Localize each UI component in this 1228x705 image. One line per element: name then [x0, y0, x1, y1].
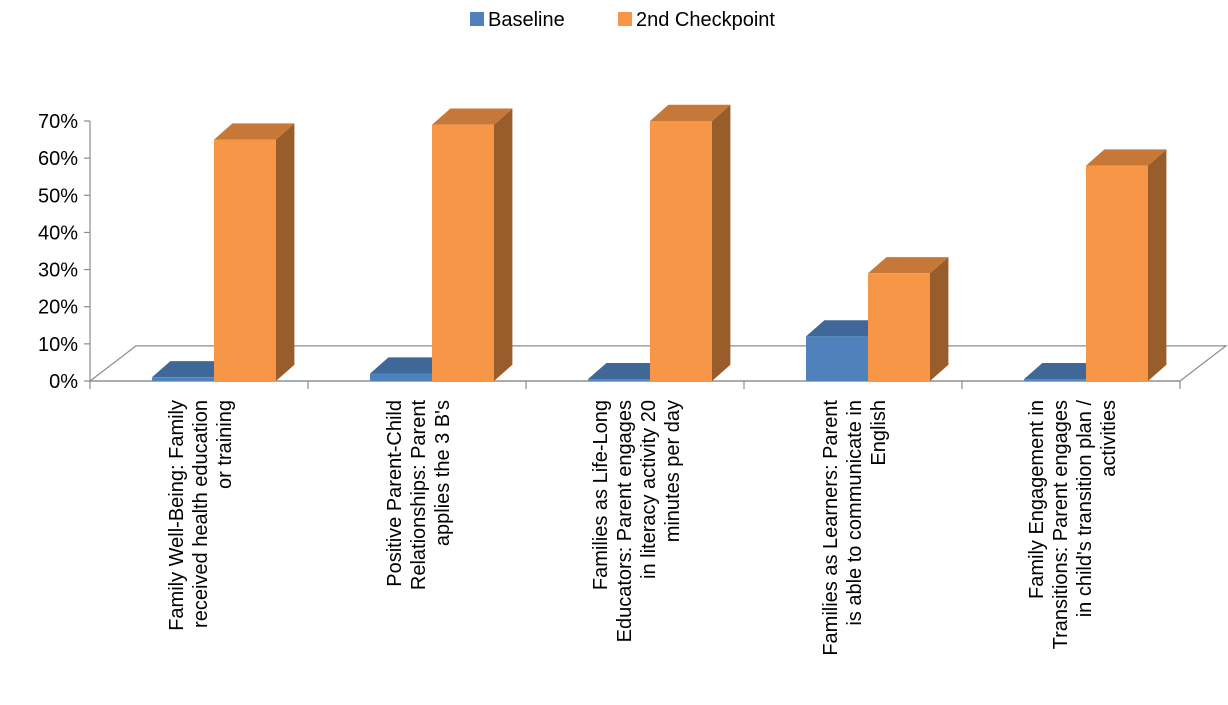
category-label-line: is able to communicate in — [844, 400, 866, 626]
bar-front — [1024, 379, 1086, 381]
category-label-line: Positive Parent-Child — [384, 400, 406, 587]
bar-top — [806, 320, 887, 337]
category-label-0: Family Well-Being: Family received health… — [166, 400, 236, 631]
bar-front — [650, 121, 712, 381]
bar-side — [494, 108, 513, 381]
category-label-3: Families as Learners: Parent is able to c… — [820, 400, 890, 656]
bar-top — [370, 357, 451, 374]
category-label-1: Positive Parent-Child Relationships: Pare… — [384, 400, 454, 591]
bar-2nd-checkpoint-4 — [1086, 149, 1167, 381]
y-tick-label: 20% — [38, 297, 78, 319]
category-label-line: minutes per day — [662, 400, 684, 542]
bar-side — [1148, 149, 1167, 381]
bar-front — [370, 373, 432, 381]
legend-label: Baseline — [488, 9, 565, 31]
bar-2nd-checkpoint-1 — [432, 108, 513, 381]
bar-front — [432, 124, 494, 381]
y-tick-label: 30% — [38, 260, 78, 282]
y-tick-label: 0% — [49, 371, 78, 393]
bar-front — [868, 273, 930, 381]
y-tick-label: 70% — [38, 111, 78, 133]
category-label-line: Educators: Parent engages — [614, 400, 636, 642]
legend-item-0: Baseline — [470, 9, 565, 31]
bar-top — [1024, 362, 1105, 380]
category-label-line: in child's transition plan / — [1074, 400, 1096, 618]
category-label-line: Relationships: Parent — [408, 400, 430, 591]
y-tick-label: 40% — [38, 222, 78, 244]
bar-side — [276, 123, 295, 381]
axes: 0% 10% 20% 30% 40% 50% 60% 70% — [38, 111, 1181, 393]
category-label-line: or training — [214, 400, 236, 489]
bar-front — [806, 336, 868, 381]
category-label-line: in literacy activity 20 — [638, 400, 660, 579]
category-label-2: Families as Life-Long Educators: Parent e… — [590, 400, 684, 642]
bar-front — [152, 377, 214, 381]
bar-side — [712, 104, 731, 382]
category-label-line: English — [868, 400, 890, 466]
bar-top — [152, 361, 233, 378]
bar-2nd-checkpoint-2 — [650, 104, 731, 382]
category-label-line: applies the 3 B's — [432, 400, 454, 546]
legend-label: 2nd Checkpoint — [636, 9, 775, 31]
legend-item-1: 2nd Checkpoint — [618, 9, 775, 31]
category-label-line: Families as Life-Long — [590, 400, 612, 590]
bar-front — [214, 139, 276, 381]
category-label-line: Transitions: Parent engages — [1050, 400, 1072, 649]
category-labels: Family Well-Being: Family received health… — [166, 400, 1120, 656]
bar-top — [1086, 149, 1167, 166]
category-label-line: received health education — [190, 400, 212, 628]
bar-top — [214, 123, 295, 140]
bar-2nd-checkpoint-0 — [214, 123, 295, 381]
bar-top — [432, 108, 513, 125]
bars — [152, 104, 1167, 382]
category-label-4: Family Engagement in Transitions: Parent … — [1026, 400, 1120, 650]
y-tick-label: 60% — [38, 148, 78, 170]
bar-front — [1086, 165, 1148, 381]
bar-top — [868, 257, 949, 274]
bar-front — [588, 379, 650, 381]
category-label-line: Families as Learners: Parent — [820, 400, 842, 656]
bar-side — [930, 257, 949, 381]
category-label-line: Family Engagement in — [1026, 400, 1048, 599]
bar-2nd-checkpoint-3 — [868, 257, 949, 381]
legend-swatch — [618, 12, 632, 26]
bar-top — [588, 362, 669, 380]
legend: Baseline 2nd Checkpoint — [470, 9, 775, 31]
bar-top — [650, 104, 731, 121]
category-label-line: activities — [1098, 400, 1120, 477]
category-label-line: Family Well-Being: Family — [166, 400, 188, 631]
y-tick-label: 10% — [38, 334, 78, 356]
y-tick-label: 50% — [38, 185, 78, 207]
legend-swatch — [470, 12, 484, 26]
